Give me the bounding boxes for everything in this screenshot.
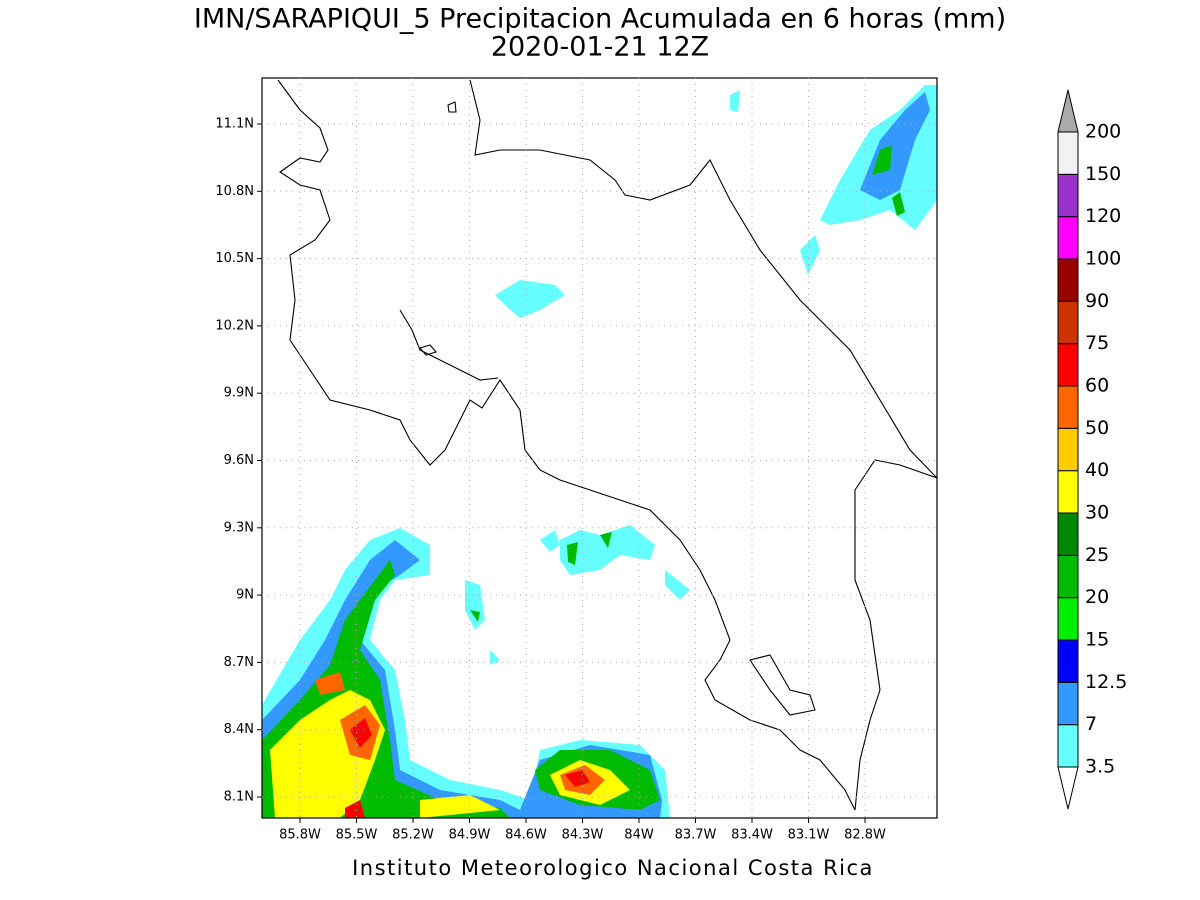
map: 11.1N 10.8N 10.5N 10.2N 9.9N 9.6N 9.3N 9N 8.7N 8.… [215,77,938,843]
lon-tick-label: 84.6W [505,828,547,843]
colorbar-label: 15 [1085,629,1109,651]
colorbar-label: 75 [1085,332,1109,354]
lon-tick-label: 85.2W [392,828,434,843]
coastline [277,79,937,811]
colorbar-box [1057,300,1079,345]
colorbar-label: 3.5 [1085,756,1115,778]
lat-tick-label: 9N [236,588,254,603]
colorbar-box [1057,343,1079,387]
colorbar-label: 100 [1085,248,1121,270]
colorbar-box [1057,512,1079,556]
colorbar-label: 150 [1085,163,1121,185]
lat-tick-label: 11.1N [215,117,254,132]
colorbar-box [1057,639,1079,683]
lon-tick-label: 84.3W [562,828,604,843]
subtitle: 2020-01-21 12Z [491,32,709,63]
colorbar-box [1057,470,1079,514]
lon-tick-label: 82.8W [844,828,886,843]
lat-tick-label: 10.5N [215,251,254,266]
colorbar-over [1057,89,1079,133]
colorbar-label: 50 [1085,417,1109,439]
colorbar-label: 120 [1085,205,1121,227]
lon-tick-label: 83.4W [731,828,773,843]
colorbar-label: 20 [1085,586,1109,608]
footer: Instituto Meteorologico Nacional Costa R… [352,856,874,880]
lat-tick-label: 9.6N [224,453,254,468]
colorbar-box [1057,681,1079,726]
lon-tick-label: 84.9W [449,828,491,843]
lat-tick-label: 9.9N [224,386,254,401]
lat-tick-label: 10.8N [215,184,254,199]
colorbar-label: 60 [1085,375,1109,397]
colorbar-box [1057,427,1079,472]
lon-tick-label: 85.8W [279,828,321,843]
lat-tick-label: 8.4N [224,722,254,737]
colorbar-label: 40 [1085,459,1109,481]
lat-tick-label: 10.2N [215,318,254,333]
colorbar-label: 200 [1085,121,1121,143]
colorbar-box [1057,724,1079,768]
colorbar-box [1057,216,1079,260]
colorbar-label: 90 [1085,290,1109,312]
lon-tick-label: 84W [624,828,654,843]
colorbar-box [1057,258,1079,302]
colorbar-label: 12.5 [1085,671,1127,693]
lat-tick-label: 8.7N [224,655,254,670]
colorbar-box [1057,131,1079,175]
colorbar-label: 7 [1085,713,1097,735]
lon-tick-label: 83.7W [675,828,717,843]
colorbar-label: 30 [1085,502,1109,524]
lon-tick-label: 85.5W [336,828,378,843]
colorbar-box [1057,173,1079,218]
lon-tick-label: 83.1W [788,828,830,843]
lat-tick-label: 9.3N [224,520,254,535]
title: IMN/SARAPIQUI_5 Precipitacion Acumulada … [194,4,1006,35]
colorbar: 3.5 7 12.5 15 20 25 30 40 50 60 75 90 100 120 150 200 [1057,89,1127,810]
colorbar-box [1057,554,1079,599]
precipitation [262,85,937,818]
colorbar-label: 25 [1085,544,1109,566]
map-frame [261,77,938,819]
colorbar-box [1057,597,1079,641]
colorbar-box [1057,385,1079,429]
lat-tick-label: 8.1N [224,790,254,805]
colorbar-under [1057,766,1079,810]
